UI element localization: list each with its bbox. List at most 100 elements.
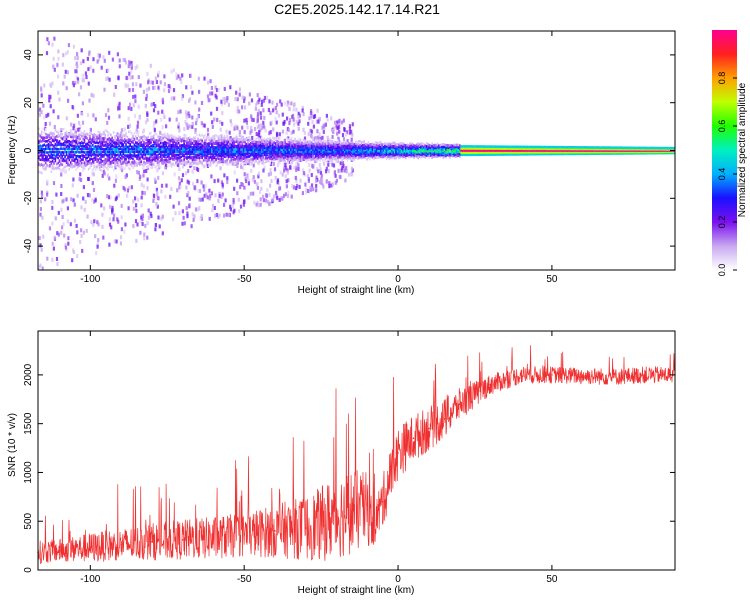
spectrogram-cell — [107, 158, 109, 161]
spectrogram-cell — [96, 160, 98, 163]
spectrogram-cell — [265, 143, 267, 146]
spectrogram-cell — [367, 146, 370, 150]
spectrogram-cell — [247, 155, 249, 159]
spectrogram-cell — [61, 199, 64, 204]
spectrogram-cell — [313, 142, 316, 146]
spectrogram-cell — [147, 135, 149, 139]
spectrogram-cell — [304, 182, 307, 187]
spectrogram-cell — [290, 161, 292, 164]
spectrogram-cell — [270, 146, 273, 150]
spectrogram-cell — [294, 146, 296, 150]
spectrogram-cell — [83, 147, 86, 151]
spectrogram-cell — [273, 194, 276, 199]
spectrogram-cell — [110, 133, 112, 137]
spectrogram-cell — [60, 162, 62, 166]
spectrogram-cell — [294, 139, 296, 143]
spectrogram-cell — [139, 83, 142, 88]
spectrogram-cell — [312, 138, 314, 142]
spectrogram-cell — [79, 172, 82, 177]
spectrogram-cell — [152, 156, 155, 159]
spectrogram-cell — [276, 133, 279, 138]
spectrogram-cell — [128, 71, 131, 76]
spectrogram-cell — [97, 151, 100, 156]
spectrogram-cell — [169, 147, 172, 151]
spectrogram-cell — [62, 159, 65, 163]
spectrogram-cell — [245, 152, 248, 156]
spectrogram-cell — [356, 150, 359, 153]
spectrogram-cell — [261, 125, 264, 130]
spectrogram-cell — [43, 138, 46, 142]
spectrogram-cell — [396, 143, 399, 146]
spectrogram-cell — [258, 145, 260, 148]
spectrogram-cell — [168, 161, 170, 164]
spectrogram-cell — [128, 141, 130, 145]
spectrogram-cell — [103, 171, 106, 176]
spectrogram-cell — [139, 152, 141, 156]
spectrogram-cell — [291, 146, 293, 149]
spectrogram-cell — [94, 158, 97, 161]
spectrogram-cell — [51, 205, 54, 210]
spectrogram-cell — [273, 145, 275, 149]
spectrogram-cell — [366, 153, 368, 157]
spectrogram-cell — [202, 136, 205, 139]
spectrogram-cell — [155, 154, 158, 157]
spectrogram-cell — [306, 173, 309, 178]
spectrogram-cell — [197, 114, 200, 119]
spectrogram-cell — [283, 145, 285, 148]
spectrogram-cell — [310, 134, 313, 139]
spectrogram-cell — [178, 185, 181, 190]
spectrogram-cell — [122, 161, 125, 164]
spectrogram-cell — [92, 93, 95, 98]
spectrogram-cell — [98, 168, 101, 171]
spectrogram-cell — [283, 150, 285, 153]
spectrogram-cell — [43, 153, 46, 157]
spectrogram-cell — [355, 142, 357, 145]
spectrogram-cell — [447, 153, 450, 157]
spectrogram-cell — [92, 168, 94, 172]
spectrogram-cell — [245, 144, 248, 148]
spectrogram-cell — [62, 143, 65, 147]
spectrogram-cell — [116, 150, 119, 154]
spectrogram-cell — [333, 155, 335, 158]
spectrogram-cell — [198, 159, 201, 163]
spectrogram-cell — [76, 166, 79, 169]
spectrogram-cell — [258, 133, 261, 137]
spectrogram-cell — [366, 158, 368, 161]
spectrogram-cell — [176, 148, 179, 151]
spectrogram-cell — [166, 146, 169, 149]
spectrogram-cell — [146, 117, 149, 122]
spectrogram-cell — [150, 214, 153, 219]
spectrogram-cell — [100, 140, 102, 144]
spectrogram-cell — [203, 76, 206, 81]
spectrogram-cell — [123, 157, 126, 160]
spectrogram-cell — [285, 130, 288, 135]
spectrogram-cell — [400, 155, 403, 159]
spectrogram-cell — [248, 136, 251, 139]
spectrogram-cell — [230, 138, 233, 141]
spectrogram-cell — [311, 120, 314, 124]
spectrogram-cell — [168, 154, 170, 158]
spectrogram-cell — [107, 154, 109, 157]
spectrogram-cell — [146, 160, 149, 165]
spectrogram-cell — [74, 81, 77, 85]
spectrogram-cell — [325, 179, 328, 184]
spectrogram-cell — [377, 144, 379, 148]
spectrogram-cell — [427, 154, 429, 157]
spectrogram-cell — [42, 151, 44, 154]
spectrogram-cell — [92, 148, 94, 151]
spectrogram-cell — [91, 171, 94, 176]
spectrogram-cell — [90, 140, 93, 143]
spectrogram-cell — [231, 150, 234, 154]
spectrogram-cell — [97, 52, 100, 57]
spectrogram-cell — [247, 136, 249, 140]
spectrogram-cell — [73, 123, 76, 128]
spectrogram-cell — [267, 139, 270, 143]
spectrogram-cell — [312, 152, 314, 155]
spectrogram-cell — [297, 163, 300, 168]
spectrogram-cell — [218, 137, 220, 140]
spectrogram-cell — [405, 156, 407, 160]
spectrogram-cell — [240, 182, 243, 186]
spectrogram-cell — [324, 139, 327, 143]
spectrogram-cell — [72, 44, 75, 49]
spectrogram-cell — [357, 145, 360, 149]
